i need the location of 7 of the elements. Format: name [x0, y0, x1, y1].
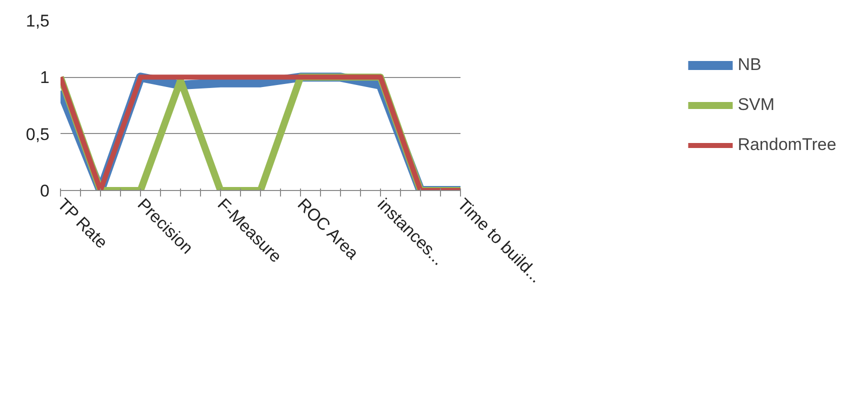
legend-label: SVM — [738, 95, 775, 115]
y-tick-label: 1 — [40, 68, 50, 88]
legend-label: NB — [738, 55, 762, 75]
legend-label: RandomTree — [738, 135, 836, 155]
y-tick-label: 0,5 — [26, 124, 50, 144]
y-tick-label: 0 — [40, 182, 50, 200]
y-tick-label: 1,5 — [26, 12, 50, 30]
